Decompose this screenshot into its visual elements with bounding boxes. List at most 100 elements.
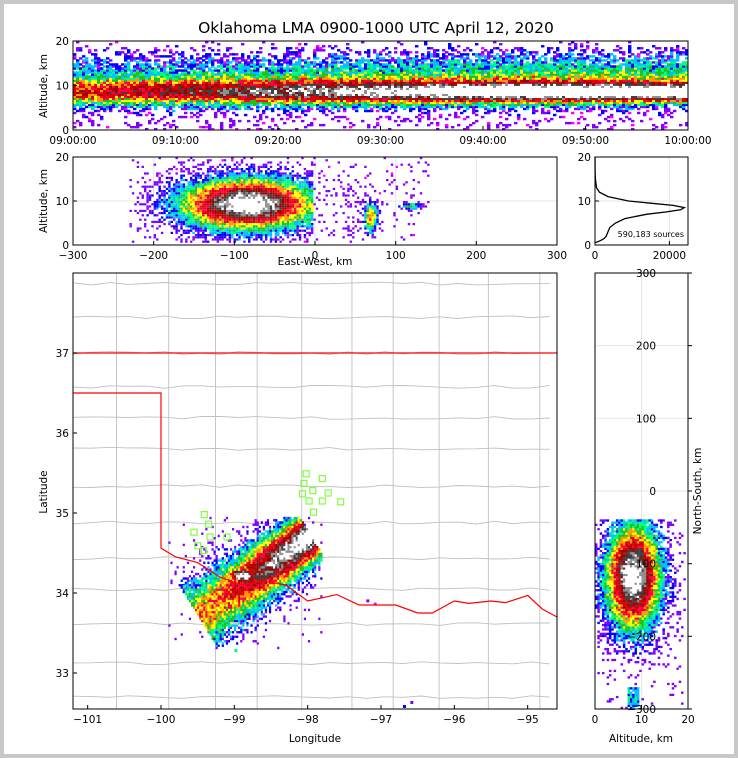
density-cell: [502, 61, 506, 64]
density-cell: [553, 101, 557, 105]
density-cell: [181, 55, 185, 58]
density-cell: [217, 95, 221, 99]
density-cell: [355, 71, 359, 74]
density-cell: [184, 83, 188, 86]
density-cell: [430, 75, 434, 78]
density-cell: [526, 51, 530, 54]
density-cell: [562, 67, 566, 70]
density-cell: [478, 85, 482, 88]
density-cell: [88, 79, 92, 82]
density-cell: [508, 93, 512, 97]
density-cell: [490, 89, 494, 92]
density-cell: [220, 67, 224, 70]
density-cell: [193, 63, 197, 66]
density-cell: [529, 67, 533, 70]
density-cell: [475, 69, 479, 72]
density-cell: [496, 61, 500, 64]
density-cell: [343, 91, 347, 94]
density-cell: [412, 57, 416, 60]
density-cell: [559, 95, 563, 99]
density-cell: [454, 93, 458, 97]
density-cell: [139, 101, 143, 105]
density-cell: [346, 99, 350, 103]
density-cell: [121, 97, 125, 101]
density-cell: [502, 73, 506, 76]
density-cell: [487, 95, 491, 99]
density-cell: [172, 67, 176, 70]
density-cell: [553, 51, 557, 54]
density-cell: [346, 89, 350, 92]
density-cell: [556, 81, 560, 84]
density-cell: [550, 117, 554, 121]
density-cell: [490, 101, 494, 105]
density-cell: [484, 103, 488, 107]
density-cell: [211, 71, 215, 74]
density-cell: [424, 93, 428, 97]
density-cell: [586, 57, 590, 60]
density-cell: [460, 83, 464, 86]
density-cell: [199, 101, 203, 105]
density-cell: [103, 89, 107, 92]
density-cell: [526, 65, 530, 68]
density-cell: [571, 59, 575, 62]
density-cell: [223, 69, 227, 72]
density-cell: [472, 67, 476, 70]
density-cell: [538, 59, 542, 62]
density-cell: [463, 83, 467, 86]
density-cell: [589, 107, 593, 111]
density-cell: [196, 73, 200, 76]
density-cell: [613, 75, 617, 78]
density-cell: [532, 101, 536, 105]
density-cell: [457, 45, 461, 48]
density-cell: [502, 105, 506, 109]
density-cell: [142, 71, 146, 74]
density-cell: [163, 75, 167, 78]
density-cell: [544, 91, 548, 94]
density-cell: [595, 125, 599, 129]
density-cell: [610, 65, 614, 68]
density-cell: [415, 103, 419, 107]
density-cell: [457, 63, 461, 66]
density-cell: [517, 95, 521, 99]
density-cell: [322, 93, 326, 97]
density-cell: [142, 95, 146, 99]
density-cell: [370, 65, 374, 68]
density-cell: [319, 99, 323, 103]
density-cell: [496, 63, 500, 66]
density-cell: [391, 99, 395, 103]
density-cell: [481, 115, 485, 119]
density-cell: [163, 105, 167, 109]
density-cell: [268, 87, 272, 90]
density-cell: [454, 113, 458, 117]
density-cell: [166, 45, 170, 48]
density-cell: [328, 63, 332, 66]
density-cell: [445, 75, 449, 78]
density-cell: [568, 97, 572, 101]
density-cell: [310, 71, 314, 74]
density-cell: [211, 105, 215, 109]
density-cell: [349, 101, 353, 105]
density-cell: [253, 65, 257, 68]
density-cell: [562, 55, 566, 58]
density-cell: [511, 103, 515, 107]
density-cell: [169, 89, 173, 92]
density-cell: [280, 99, 284, 103]
density-cell: [172, 75, 176, 78]
density-cell: [109, 63, 113, 66]
density-cell: [181, 69, 185, 72]
density-cell: [259, 51, 263, 54]
density-cell: [295, 115, 299, 119]
density-cell: [244, 101, 248, 105]
density-cell: [517, 69, 521, 72]
density-cell: [286, 77, 290, 80]
density-cell: [505, 125, 509, 129]
density-cell: [403, 83, 407, 86]
density-cell: [94, 109, 98, 113]
density-cell: [454, 115, 458, 119]
density-cell: [289, 111, 293, 115]
density-cell: [361, 119, 365, 123]
density-cell: [184, 107, 188, 111]
density-cell: [157, 59, 161, 62]
density-cell: [154, 95, 158, 99]
density-cell: [145, 127, 149, 131]
